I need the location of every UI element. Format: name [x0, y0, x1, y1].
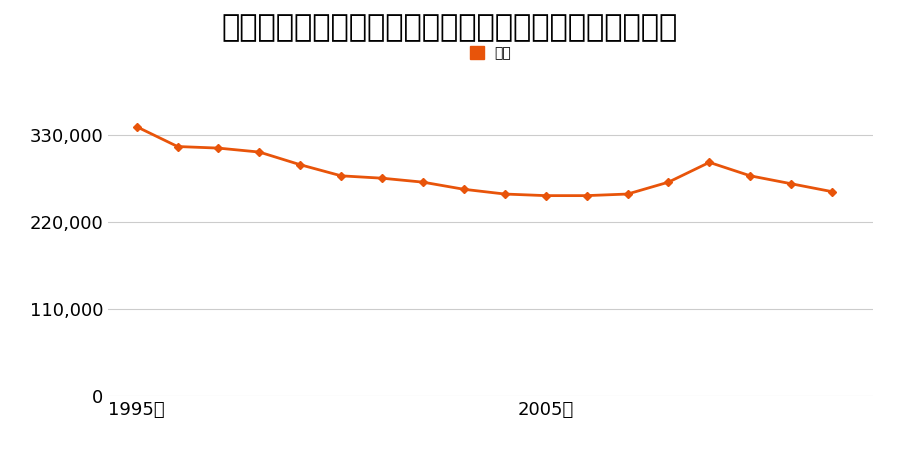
価格 — [131, 124, 142, 130]
価格 — [418, 180, 428, 185]
価格 — [745, 173, 756, 179]
価格 — [213, 145, 224, 151]
Text: 神奈川県横浜市青葉区荏田西５丁目２番３１の地価推移: 神奈川県横浜市青葉区荏田西５丁目２番３１の地価推移 — [222, 14, 678, 42]
価格 — [377, 176, 388, 181]
価格 — [458, 187, 469, 192]
価格 — [581, 193, 592, 198]
価格 — [704, 160, 715, 165]
価格 — [786, 181, 796, 186]
価格 — [172, 144, 183, 149]
価格 — [827, 189, 838, 194]
Line: 価格: 価格 — [134, 124, 835, 198]
価格 — [254, 149, 265, 155]
Legend: 価格: 価格 — [464, 40, 517, 66]
価格 — [336, 173, 346, 179]
価格 — [500, 191, 510, 197]
価格 — [663, 180, 674, 185]
価格 — [540, 193, 551, 198]
価格 — [295, 162, 306, 167]
価格 — [622, 191, 633, 197]
